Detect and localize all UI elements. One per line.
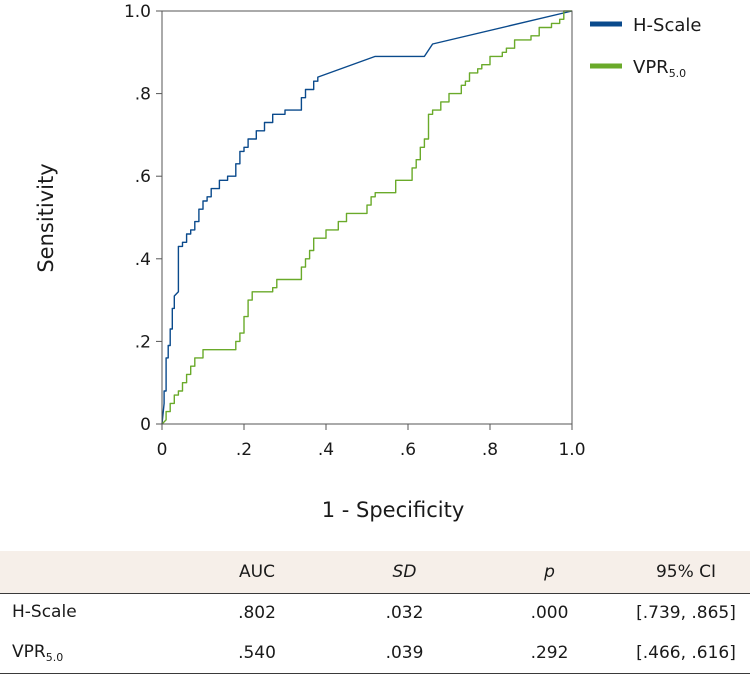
x-axis-title: 1 - Specificity [322,498,465,522]
legend: H-Scale VPR5.0 [590,15,701,80]
cell-auc: .540 [182,633,332,674]
x-tick-label: 1.0 [558,440,585,460]
legend-label: H-Scale [633,15,701,36]
x-tick-label: .8 [482,440,498,460]
cell-ci: [.739, .865] [636,603,736,624]
x-tick-label: .4 [318,440,334,460]
cell-sd: .032 [385,603,424,624]
cell-p: .000 [530,603,569,624]
legend-label: VPR5.0 [633,57,686,80]
y-tick-label: 1.0 [124,2,151,22]
header-ci: 95% CI [622,551,750,594]
y-tick-label: .8 [135,85,151,105]
cell-sd: .039 [332,633,477,674]
header-p: p [477,551,622,594]
cell-p: .292 [477,633,622,674]
x-tick-label: .6 [400,440,416,460]
plot-frame [161,10,573,425]
cell-ci: [.466, .616] [622,633,750,674]
x-tick-label: .2 [236,440,252,460]
cell-auc: .802 [238,603,276,624]
table-row: VPR5.0 .540 .039 .292 [.466, .616] [0,633,750,674]
row-label: VPR5.0 [0,633,182,674]
series-line-vpr [161,10,572,425]
stats-table: AUC SD p 95% CI H-Scale .802 .032 .000 [… [0,551,750,674]
y-tick-label: .4 [135,250,151,270]
series-line-h-scale [161,10,573,425]
header-sd: SD [332,551,477,594]
roc-chart: 0 .2 .4 .6 .8 1.0 0 .2 .4 .6 .8 1.0 Sensitivity 1 … [34,2,701,522]
table-row: H-Scale .802 .032 .000 [.739, .865] [0,593,750,633]
header-auc: AUC [182,551,332,594]
row-label: H-Scale [0,593,182,633]
row-label-main: VPR [12,642,46,663]
x-tick-label: 0 [157,440,168,460]
y-tick-label: 0 [140,415,151,435]
row-label-sub: 5.0 [45,651,64,665]
y-axis-title: Sensitivity [34,163,58,272]
stats-header-row: AUC SD p 95% CI [0,551,750,594]
y-tick-label: .2 [135,332,151,352]
header-empty [0,551,182,594]
row-label-main: H-Scale [12,602,77,623]
y-tick-label: .6 [135,167,151,187]
